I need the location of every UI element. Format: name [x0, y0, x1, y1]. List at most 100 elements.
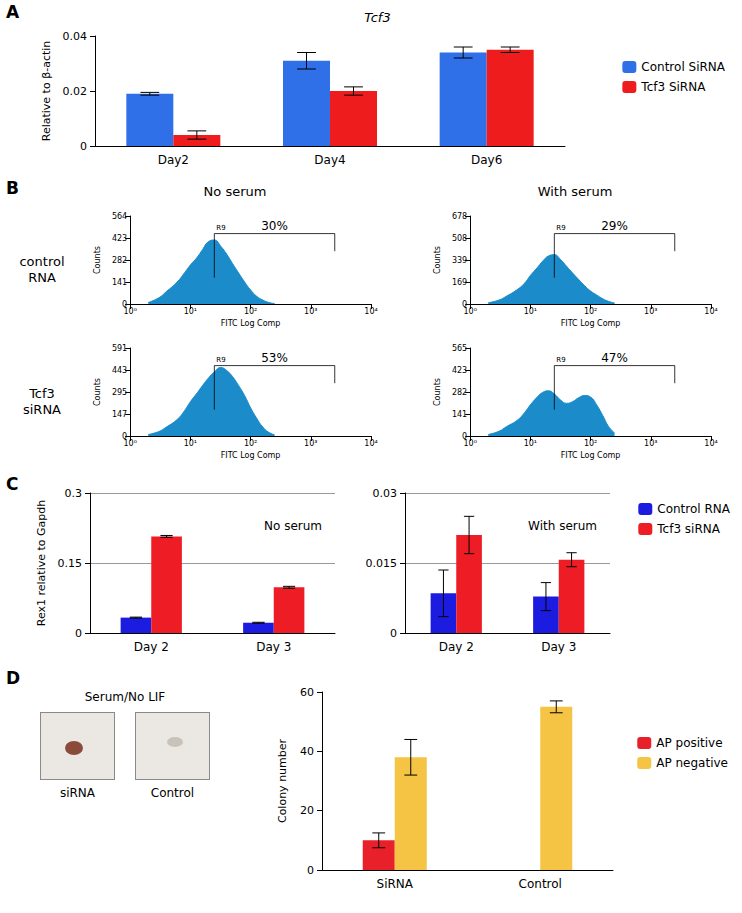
html-text:RNA: RNA — [28, 270, 56, 285]
svg-text:10⁴: 10⁴ — [704, 439, 717, 448]
svg-text:10³: 10³ — [304, 439, 317, 448]
svg-text:10⁰: 10⁰ — [463, 439, 476, 448]
svg-text:SiRNA: SiRNA — [377, 877, 414, 891]
svg-text:0.015: 0.015 — [366, 557, 398, 570]
svg-text:295: 295 — [112, 388, 127, 397]
svg-text:FITC Log Comp: FITC Log Comp — [561, 319, 621, 328]
svg-text:10³: 10³ — [644, 307, 657, 316]
svg-text:Control RNA: Control RNA — [657, 502, 731, 516]
svg-text:Relative to β-actin: Relative to β-actin — [40, 41, 53, 142]
html-text:B: B — [6, 178, 19, 198]
html-text:Tcf3: Tcf3 — [29, 386, 55, 401]
svg-text:443: 443 — [112, 366, 127, 375]
svg-text:Counts: Counts — [93, 246, 102, 274]
svg-text:10⁴: 10⁴ — [364, 439, 377, 448]
svg-text:10²: 10² — [584, 439, 597, 448]
svg-text:10²: 10² — [584, 307, 597, 316]
svg-text:Day4: Day4 — [314, 153, 345, 167]
svg-text:564: 564 — [112, 212, 127, 221]
svg-text:0.3: 0.3 — [65, 487, 83, 500]
svg-text:Day6: Day6 — [471, 153, 502, 167]
html-text:control: control — [19, 254, 65, 269]
svg-text:10³: 10³ — [644, 439, 657, 448]
html-text:Serum/No LIF: Serum/No LIF — [84, 690, 166, 704]
svg-text:Colony number: Colony number — [276, 738, 289, 823]
html-text:A: A — [6, 2, 20, 22]
svg-text:0.03: 0.03 — [373, 487, 398, 500]
html-text:No serum: No serum — [203, 184, 267, 199]
svg-text:10³: 10³ — [304, 307, 317, 316]
svg-text:47%: 47% — [601, 351, 628, 365]
html-text:siRNA: siRNA — [23, 402, 61, 417]
svg-text:10¹: 10¹ — [184, 439, 197, 448]
svg-text:FITC Log Comp: FITC Log Comp — [221, 451, 281, 460]
svg-text:53%: 53% — [261, 351, 288, 365]
svg-text:Rex1 relative to Gapdh: Rex1 relative to Gapdh — [35, 500, 48, 626]
svg-text:R9: R9 — [556, 224, 565, 232]
svg-text:60: 60 — [300, 686, 314, 699]
svg-text:0: 0 — [75, 627, 82, 640]
svg-text:423: 423 — [112, 234, 127, 243]
svg-text:Counts: Counts — [433, 378, 442, 406]
svg-text:0: 0 — [80, 140, 87, 153]
svg-text:339: 339 — [452, 256, 467, 265]
svg-text:0: 0 — [307, 864, 314, 877]
svg-text:169: 169 — [452, 278, 467, 287]
svg-text:Counts: Counts — [93, 378, 102, 406]
html-text:siRNA: siRNA — [59, 786, 95, 800]
svg-text:20: 20 — [300, 804, 314, 817]
svg-text:10²: 10² — [244, 439, 257, 448]
svg-text:With serum: With serum — [528, 519, 597, 533]
svg-text:Control SiRNA: Control SiRNA — [641, 60, 725, 74]
svg-text:Day2: Day2 — [158, 153, 189, 167]
svg-text:0.02: 0.02 — [63, 85, 88, 98]
svg-text:10²: 10² — [244, 307, 257, 316]
svg-text:Day 2: Day 2 — [134, 640, 169, 654]
svg-text:Day 2: Day 2 — [439, 640, 474, 654]
svg-text:40: 40 — [300, 745, 314, 758]
svg-text:0.15: 0.15 — [58, 557, 83, 570]
svg-text:Counts: Counts — [433, 246, 442, 274]
svg-text:591: 591 — [112, 344, 127, 353]
html-text:C: C — [6, 474, 19, 494]
svg-text:508: 508 — [452, 234, 467, 243]
svg-text:141: 141 — [452, 410, 467, 419]
svg-text:141: 141 — [112, 278, 127, 287]
svg-text:10¹: 10¹ — [184, 307, 197, 316]
svg-text:Tcf3 SiRNA: Tcf3 SiRNA — [640, 80, 706, 94]
svg-text:565: 565 — [452, 344, 467, 353]
svg-text:282: 282 — [112, 256, 127, 265]
svg-text:R9: R9 — [556, 356, 565, 364]
svg-text:678: 678 — [452, 212, 467, 221]
svg-text:282: 282 — [452, 388, 467, 397]
svg-text:10⁰: 10⁰ — [123, 439, 136, 448]
svg-text:29%: 29% — [601, 219, 628, 233]
svg-text:10⁰: 10⁰ — [123, 307, 136, 316]
svg-text:0: 0 — [390, 627, 397, 640]
svg-text:Tcf3 siRNA: Tcf3 siRNA — [656, 522, 720, 536]
svg-text:Control: Control — [519, 877, 562, 891]
svg-text:AP positive: AP positive — [656, 736, 722, 750]
html-text:Control: Control — [150, 786, 195, 800]
html-text:D: D — [6, 668, 21, 688]
svg-text:FITC Log Comp: FITC Log Comp — [561, 451, 621, 460]
svg-text:AP negative: AP negative — [656, 756, 728, 770]
svg-text:423: 423 — [452, 366, 467, 375]
svg-text:0: 0 — [122, 299, 128, 309]
svg-text:Tcf3: Tcf3 — [364, 10, 390, 25]
svg-text:10¹: 10¹ — [524, 307, 537, 316]
svg-text:R9: R9 — [216, 224, 225, 232]
svg-text:Day 3: Day 3 — [541, 640, 576, 654]
svg-text:R9: R9 — [216, 356, 225, 364]
svg-text:No serum: No serum — [264, 519, 322, 533]
svg-text:10⁰: 10⁰ — [463, 307, 476, 316]
html-text:With serum: With serum — [537, 184, 613, 199]
svg-text:147: 147 — [112, 410, 127, 419]
svg-text:10⁴: 10⁴ — [704, 307, 717, 316]
svg-text:10¹: 10¹ — [524, 439, 537, 448]
svg-text:10⁴: 10⁴ — [364, 307, 377, 316]
svg-text:FITC Log Comp: FITC Log Comp — [221, 319, 281, 328]
svg-text:0.04: 0.04 — [63, 30, 88, 43]
svg-text:Day 3: Day 3 — [256, 640, 291, 654]
svg-text:30%: 30% — [261, 219, 288, 233]
